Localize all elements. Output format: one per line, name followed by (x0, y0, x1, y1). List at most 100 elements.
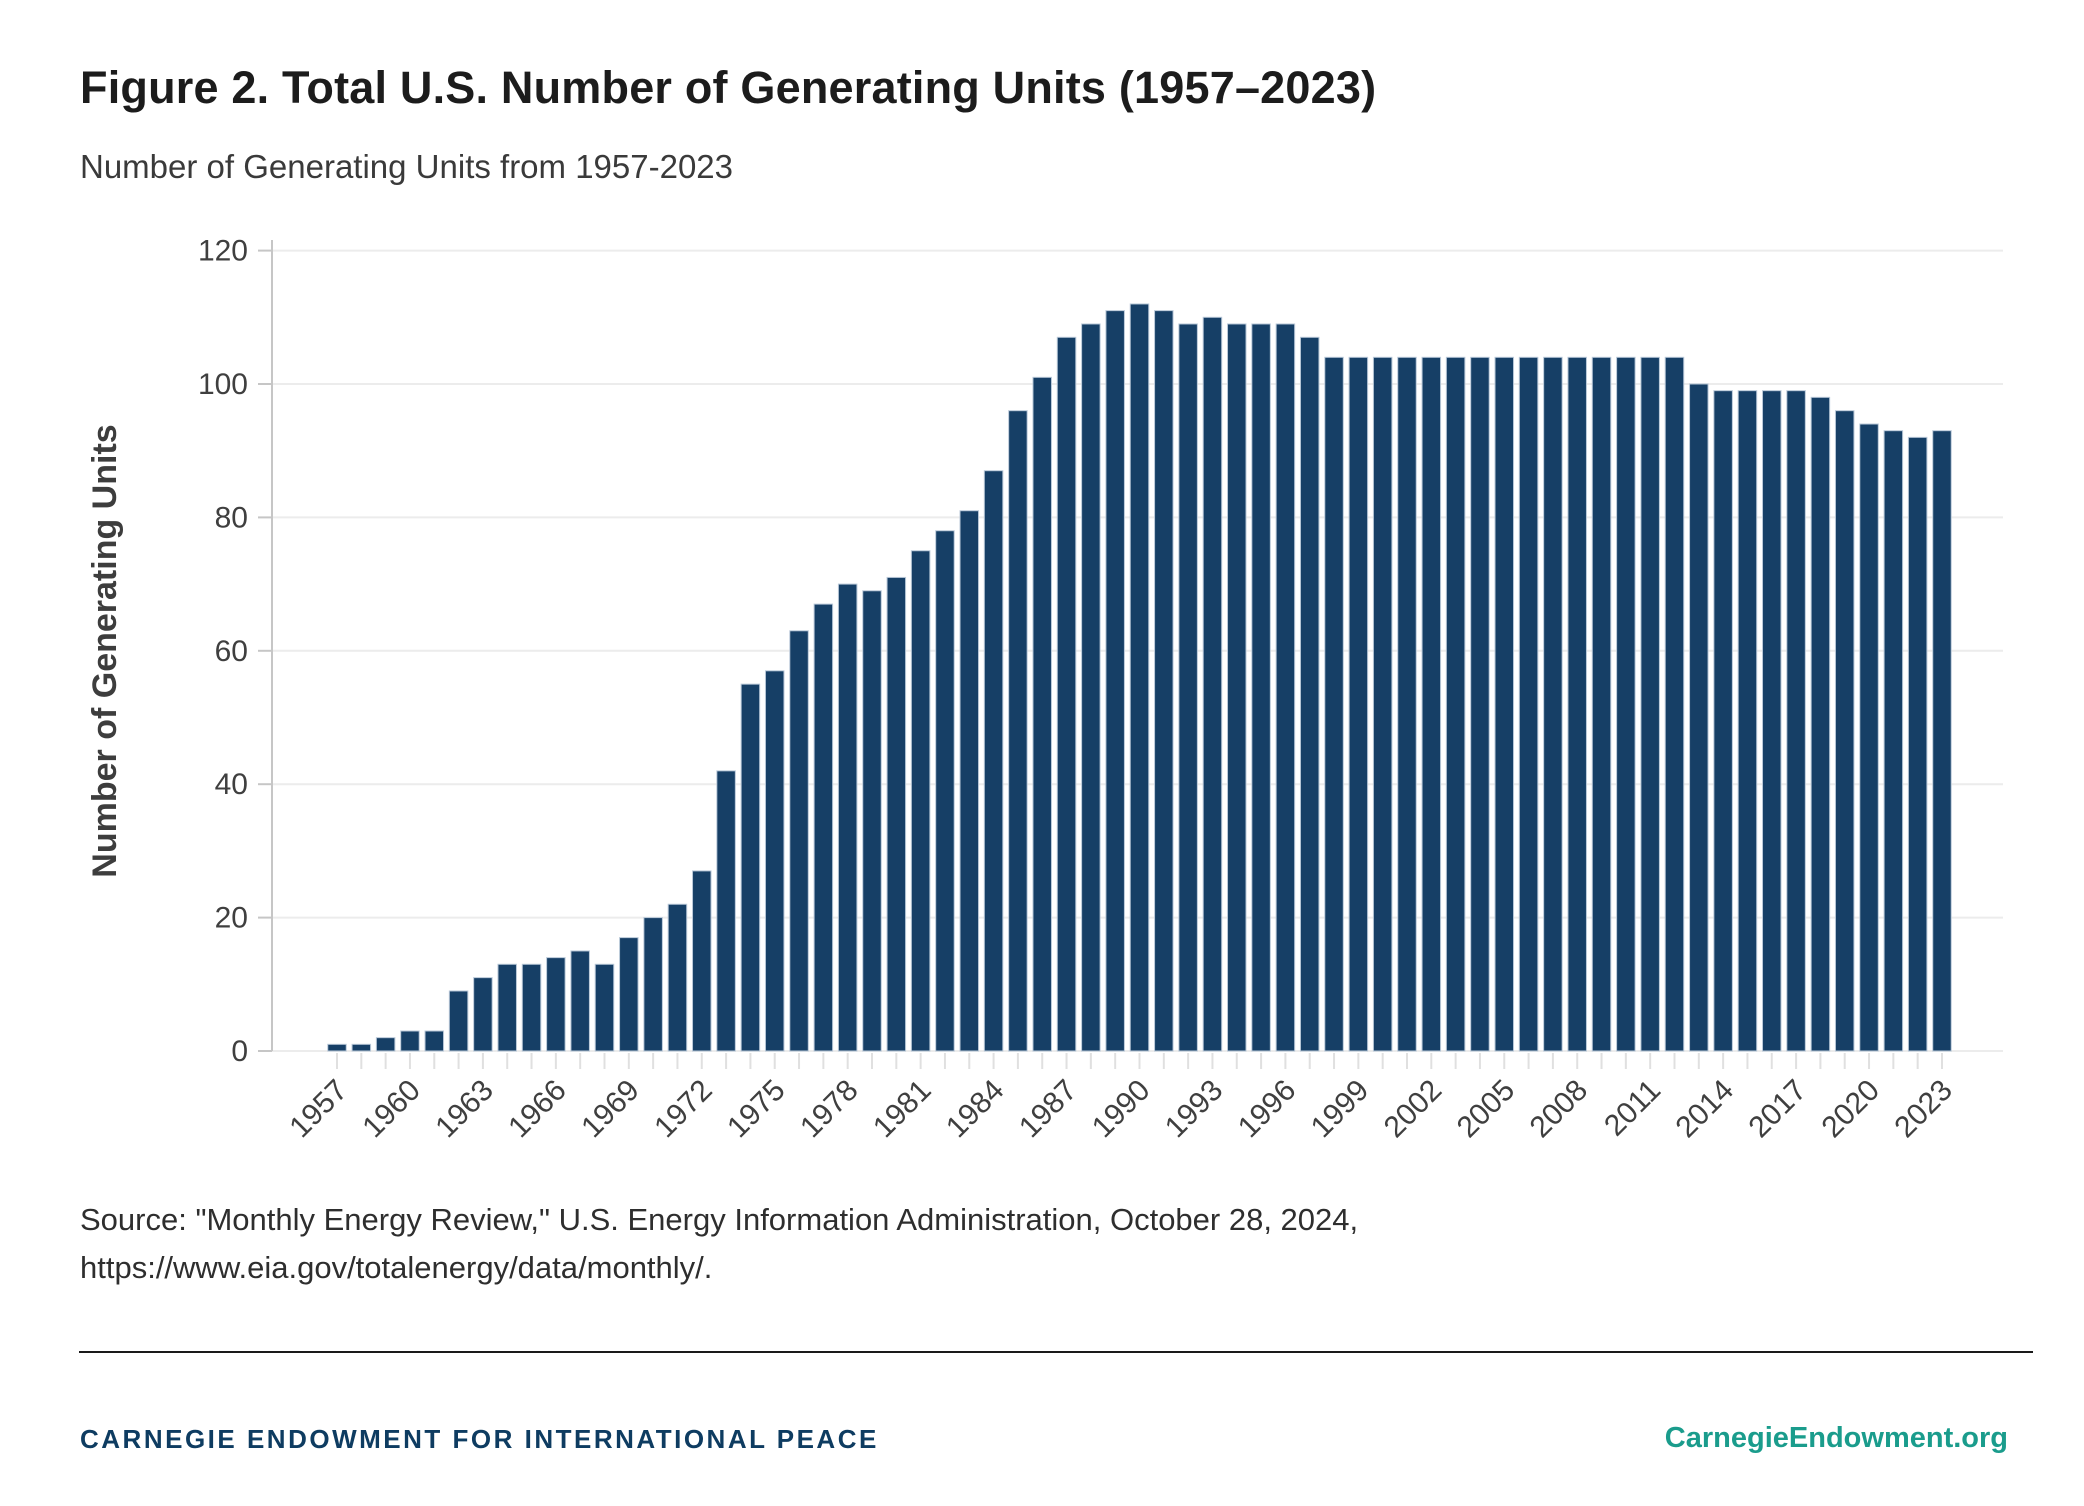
x-tick-label-2017: 2017 (1742, 1074, 1813, 1145)
bar-2012 (1664, 356, 1685, 1052)
x-tick-label-1966: 1966 (502, 1074, 573, 1145)
bar-1960 (400, 1030, 420, 1052)
x-tick-label-2020: 2020 (1815, 1074, 1886, 1145)
bar-1962 (448, 990, 469, 1052)
bar-1971 (667, 903, 688, 1052)
bar-1977 (813, 603, 834, 1052)
bar-1958 (351, 1043, 372, 1052)
x-tick-label-1957: 1957 (283, 1074, 354, 1145)
x-tick-label-1984: 1984 (940, 1074, 1011, 1145)
bar-1979 (862, 590, 882, 1052)
bar-2017 (1786, 390, 1806, 1052)
bar-1988 (1081, 323, 1101, 1052)
bar-1982 (935, 530, 955, 1052)
bar-2014 (1713, 390, 1733, 1052)
bar-2005 (1494, 356, 1515, 1052)
x-tick-label-1987: 1987 (1013, 1074, 1084, 1145)
bar-1963 (473, 977, 493, 1052)
bar-2011 (1640, 356, 1660, 1052)
x-tick-label-1993: 1993 (1159, 1074, 1230, 1145)
x-tick-label-1990: 1990 (1086, 1074, 1157, 1145)
bar-1991 (1154, 310, 1174, 1052)
bar-1992 (1178, 323, 1198, 1052)
bar-2007 (1543, 356, 1563, 1052)
bar-1980 (886, 576, 907, 1052)
bar-1987 (1056, 336, 1077, 1052)
bar-1994 (1227, 323, 1247, 1052)
bar-1996 (1275, 323, 1296, 1052)
bar-1965 (521, 963, 542, 1052)
x-tick-label-2023: 2023 (1888, 1074, 1959, 1145)
bar-1974 (740, 683, 761, 1052)
bar-2010 (1616, 356, 1636, 1052)
bar-1983 (959, 510, 980, 1052)
x-tick-label-1960: 1960 (356, 1074, 427, 1145)
bar-2013 (1689, 383, 1709, 1052)
bar-2006 (1518, 356, 1539, 1052)
bar-2002 (1421, 356, 1442, 1052)
bar-1968 (594, 963, 615, 1052)
x-tick-label-1963: 1963 (429, 1074, 500, 1145)
bar-1999 (1348, 356, 1369, 1052)
bar-1975 (764, 670, 785, 1052)
bar-2003 (1445, 356, 1466, 1052)
bar-1966 (546, 957, 566, 1052)
x-tick-label-1996: 1996 (1232, 1074, 1303, 1145)
bar-1984 (983, 470, 1004, 1052)
bar-1995 (1251, 323, 1271, 1052)
source-line-1: Source: "Monthly Energy Review," U.S. En… (80, 1202, 1359, 1237)
bar-1997 (1299, 336, 1320, 1052)
y-tick-label: 60 (215, 635, 248, 668)
x-tick-label-2011: 2011 (1598, 1074, 1667, 1143)
bar-1990 (1129, 303, 1150, 1052)
y-tick-label: 0 (231, 1035, 248, 1068)
bar-1970 (643, 917, 663, 1052)
bar-2016 (1762, 390, 1782, 1052)
bar-2009 (1591, 356, 1612, 1052)
bar-1967 (570, 950, 590, 1052)
bar-2015 (1737, 390, 1758, 1052)
y-tick-label: 120 (198, 235, 248, 268)
bar-1981 (910, 550, 931, 1052)
bar-1976 (789, 630, 809, 1052)
bar-2019 (1834, 410, 1855, 1052)
bar-1969 (619, 937, 639, 1052)
footer-divider (79, 1351, 2033, 1353)
bar-1959 (375, 1037, 396, 1052)
bar-1986 (1032, 376, 1052, 1052)
y-tick-label: 100 (198, 368, 248, 401)
y-axis-title: Number of Generating Units (86, 424, 124, 877)
bar-2022 (1907, 436, 1928, 1052)
bar-1961 (424, 1030, 445, 1052)
x-tick-label-1969: 1969 (575, 1074, 646, 1145)
x-tick-label-2014: 2014 (1670, 1074, 1741, 1145)
bar-1964 (497, 963, 517, 1052)
x-tick-label-1978: 1978 (794, 1074, 865, 1145)
bar-1985 (1008, 410, 1028, 1052)
bar-1998 (1324, 356, 1344, 1052)
bar-2018 (1810, 396, 1831, 1052)
footer-website-text: CarnegieEndowment.org (1664, 1422, 2008, 1454)
y-tick-label: 40 (215, 768, 248, 801)
bar-2021 (1883, 430, 1904, 1052)
bar-2001 (1397, 356, 1417, 1052)
bar-1957 (327, 1043, 347, 1052)
bar-2023 (1932, 430, 1952, 1052)
source-url: https://www.eia.gov/totalenergy/data/mon… (80, 1250, 713, 1286)
y-tick-label: 20 (215, 902, 248, 935)
bar-2000 (1372, 356, 1393, 1052)
bar-1972 (692, 870, 712, 1052)
y-tick-label: 80 (215, 501, 248, 534)
x-tick-label-2005: 2005 (1451, 1074, 1522, 1145)
bar-1973 (716, 770, 736, 1052)
x-tick-label-1975: 1975 (721, 1074, 792, 1145)
x-tick-label-1999: 1999 (1305, 1074, 1376, 1145)
figure-subtitle: Number of Generating Units from 1957-202… (80, 148, 734, 185)
source-note: Source: "Monthly Energy Review," U.S. En… (80, 1196, 1780, 1292)
bar-1993 (1202, 316, 1223, 1052)
x-tick-label-1972: 1972 (648, 1074, 719, 1145)
footer-brand-text: CARNEGIE ENDOWMENT FOR INTERNATIONAL PEA… (80, 1424, 879, 1454)
x-tick-label-2008: 2008 (1524, 1074, 1595, 1145)
